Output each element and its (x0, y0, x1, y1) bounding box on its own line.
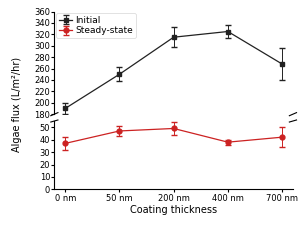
X-axis label: Coating thickness: Coating thickness (130, 205, 217, 215)
Text: Algae flux (L/m²/hr): Algae flux (L/m²/hr) (12, 56, 22, 152)
Legend: Initial, Steady-state: Initial, Steady-state (56, 13, 136, 38)
